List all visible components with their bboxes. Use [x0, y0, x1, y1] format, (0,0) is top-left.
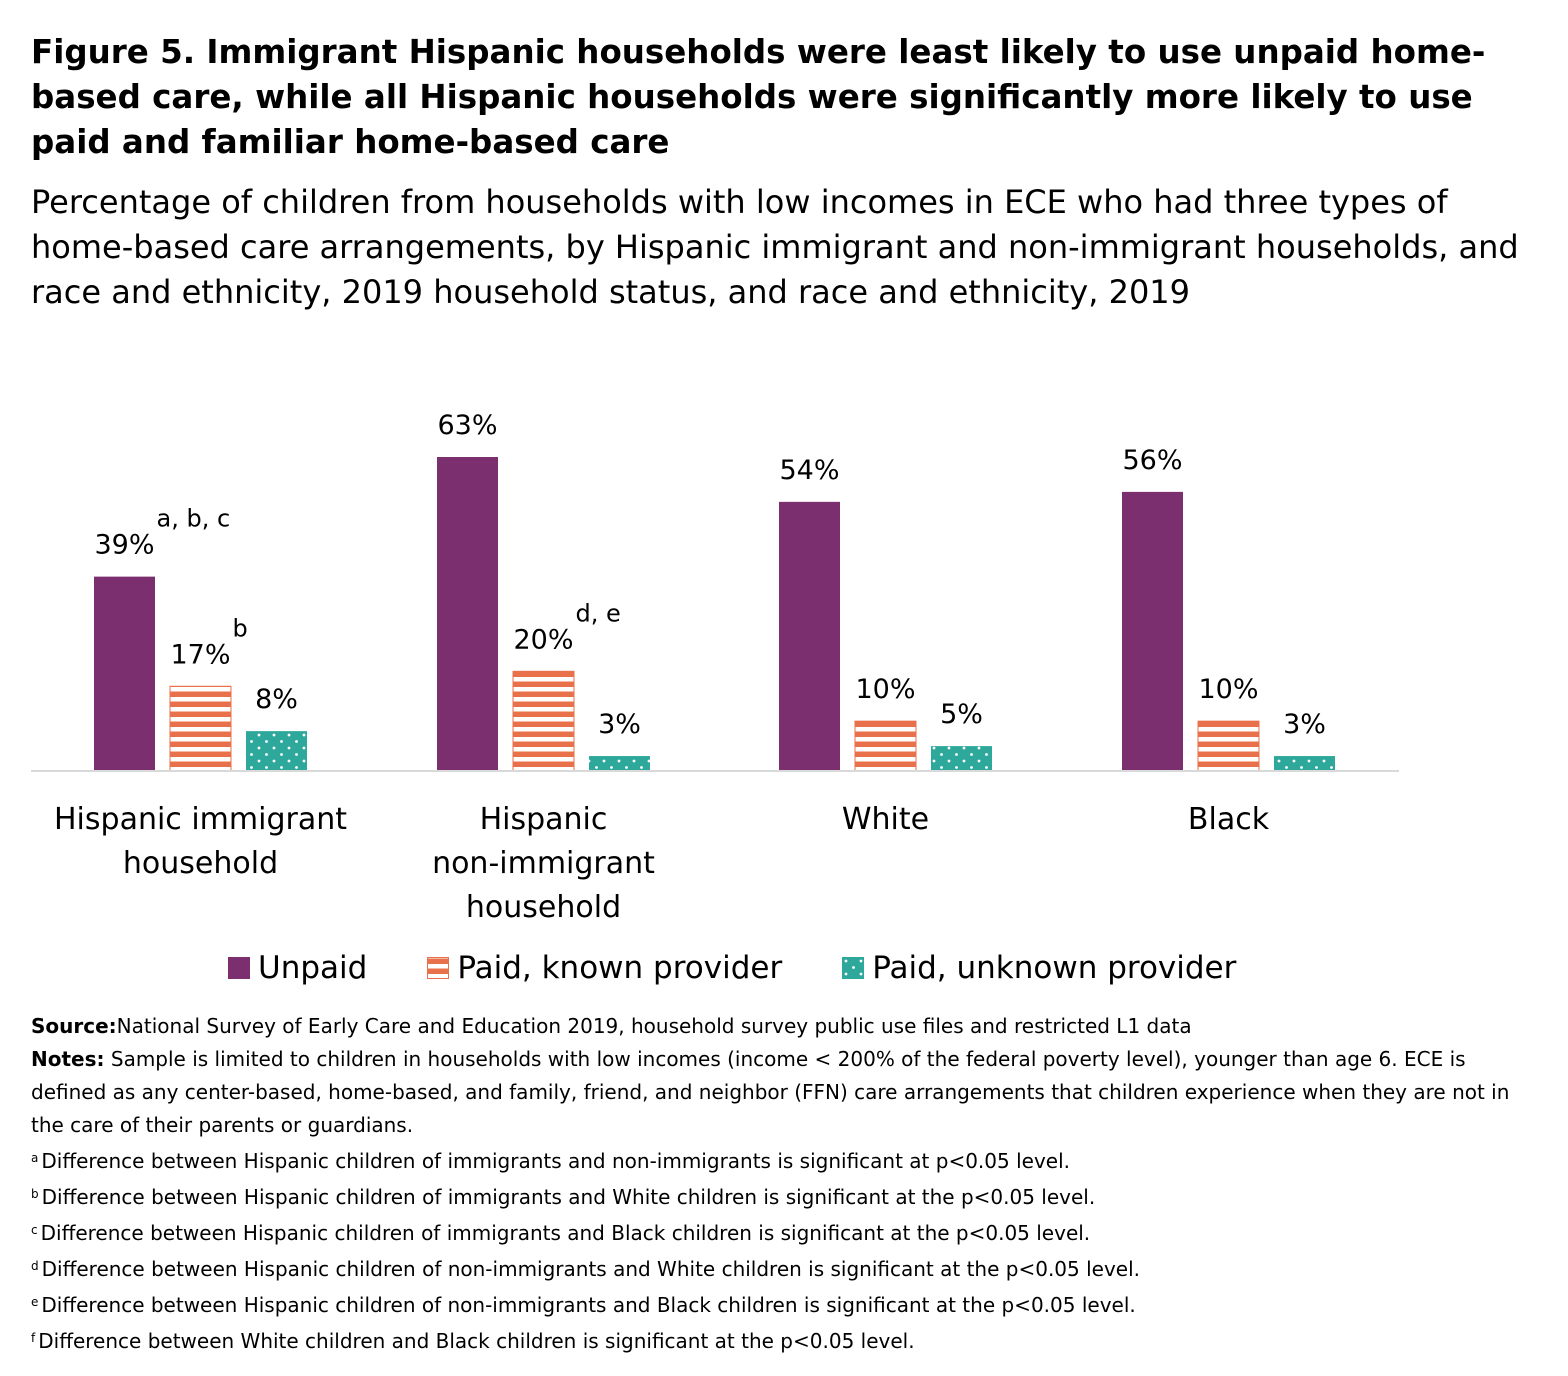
data-label-paid-unknown-provider-3: 3% — [1283, 709, 1326, 740]
footnote-text-c: Difference between Hispanic children of … — [40, 1221, 1091, 1245]
notes-line: Notes: Sample is limited to children in … — [31, 1043, 1541, 1142]
footnote-mark-f: f — [31, 1331, 36, 1345]
significance-mark-paid-known-provider-1: d, e — [576, 599, 621, 627]
legend-item-unpaid: Unpaid — [228, 950, 367, 986]
bar-unpaid-3 — [1122, 491, 1183, 771]
category-label-0-line-1: household — [123, 846, 278, 881]
chart-subtitle: Percentage of children from households w… — [31, 183, 1519, 311]
data-label-unpaid-3: 56% — [1122, 445, 1182, 476]
bar-unpaid-2 — [779, 501, 840, 771]
data-label-unpaid-2: 54% — [779, 455, 839, 486]
data-label-unpaid-1: 63% — [437, 410, 497, 441]
footnote-mark-e: e — [31, 1295, 39, 1309]
significance-mark-paid-known-provider-0: b — [233, 614, 248, 642]
data-label-paid-known-provider-1: 20% — [513, 624, 573, 655]
legend-item-paid-known: Paid, known provider — [427, 950, 782, 986]
footnote-e: e Difference between Hispanic children of… — [31, 1286, 1541, 1322]
source-label: Source: — [31, 1014, 117, 1038]
category-label-0-line-0: Hispanic immigrant — [54, 802, 347, 837]
footnote-a: a Difference between Hispanic children of… — [31, 1142, 1541, 1178]
bar-paid-known-provider-1 — [512, 670, 575, 772]
footnote-text-d: Difference between Hispanic children of … — [41, 1257, 1141, 1281]
bar-paid-known-provider-0 — [169, 685, 232, 772]
bar-paid-unknown-provider-0 — [246, 731, 307, 771]
legend-swatch-unpaid — [228, 957, 250, 979]
legend-label-paid-known: Paid, known provider — [457, 950, 783, 986]
bar-unpaid-1 — [437, 457, 498, 771]
footnote-text-e: Difference between Hispanic children of … — [41, 1293, 1136, 1317]
category-label-1-line-2: household — [466, 890, 621, 925]
category-label-2-line-0: White — [842, 802, 929, 837]
source-line: Source:National Survey of Early Care and… — [31, 1010, 1541, 1043]
bar-paid-known-provider-2 — [854, 720, 917, 772]
footnote-text-f: Difference between White children and Bl… — [38, 1329, 915, 1353]
data-label-paid-unknown-provider-2: 5% — [940, 699, 983, 730]
bar-unpaid-0 — [94, 576, 155, 771]
chart-legend: Unpaid Paid, known provider Paid, unknow… — [228, 946, 1296, 990]
legend-item-paid-unknown: Paid, unknown provider — [842, 950, 1236, 986]
significance-mark-unpaid-0: a, b, c — [157, 505, 231, 533]
footnote-b: b Difference between Hispanic children of… — [31, 1178, 1541, 1214]
chart-title: Figure 5. Immigrant Hispanic households … — [31, 33, 1486, 161]
bar-paid-unknown-provider-2 — [931, 746, 992, 771]
footnote-f: f Difference between White children and B… — [31, 1322, 1541, 1358]
bar-paid-known-provider-3 — [1197, 720, 1260, 772]
footnote-mark-b: b — [31, 1187, 39, 1201]
footnote-mark-a: a — [31, 1151, 39, 1165]
data-label-paid-unknown-provider-1: 3% — [598, 709, 641, 740]
data-label-paid-known-provider-0: 17% — [170, 639, 230, 670]
footnote-text-b: Difference between Hispanic children of … — [41, 1185, 1096, 1209]
data-label-paid-known-provider-2: 10% — [855, 674, 915, 705]
chart-footer: Source:National Survey of Early Care and… — [31, 1010, 1541, 1358]
footnote-mark-d: d — [31, 1259, 39, 1273]
bar-chart: 39%a, b, c 17%b 8% 63% 20%d, e 3% 54% 10% 5% 56% 1… — [31, 410, 1399, 925]
legend-swatch-paid-known — [427, 957, 450, 979]
footnote-d: d Difference between Hispanic children of… — [31, 1250, 1541, 1286]
source-text: National Survey of Early Care and Educat… — [116, 1014, 1192, 1038]
footnote-mark-c: c — [31, 1223, 38, 1237]
category-label-1-line-0: Hispanic — [480, 802, 608, 837]
data-label-unpaid-0: 39% — [94, 530, 154, 561]
category-label-3-line-0: Black — [1188, 802, 1270, 837]
legend-swatch-paid-unknown — [842, 957, 865, 979]
footnote-c: c Difference between Hispanic children of… — [31, 1214, 1541, 1250]
notes-text: Sample is limited to children in househo… — [31, 1047, 1510, 1137]
legend-label-paid-unknown: Paid, unknown provider — [872, 950, 1237, 986]
notes-label: Notes: — [31, 1047, 105, 1071]
legend-label-unpaid: Unpaid — [258, 950, 368, 986]
bar-paid-unknown-provider-3 — [1274, 756, 1335, 771]
footnote-text-a: Difference between Hispanic children of … — [41, 1149, 1071, 1173]
bar-paid-unknown-provider-1 — [589, 756, 650, 771]
footnotes-list: a Difference between Hispanic children of… — [31, 1142, 1541, 1358]
category-label-1-line-1: non-immigrant — [432, 846, 655, 881]
data-label-paid-known-provider-3: 10% — [1198, 674, 1258, 705]
data-label-paid-unknown-provider-0: 8% — [255, 684, 298, 715]
